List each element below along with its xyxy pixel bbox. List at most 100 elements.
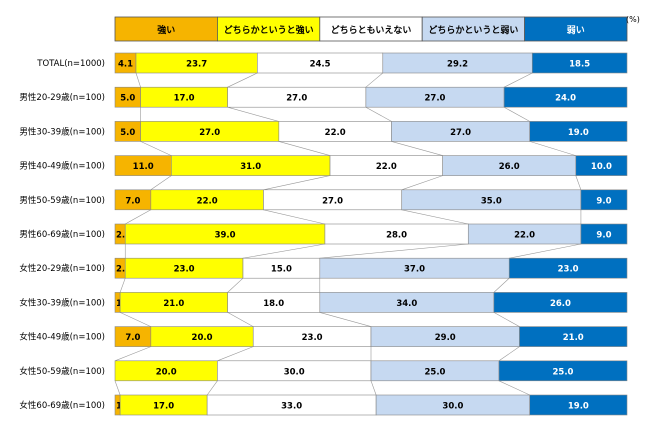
connector-line bbox=[503, 72, 533, 88]
bar-segment bbox=[519, 326, 628, 347]
legend-swatch bbox=[114, 16, 218, 42]
data-label: 17.0 bbox=[174, 94, 195, 104]
connector-line bbox=[365, 106, 392, 122]
data-label: 23.0 bbox=[174, 265, 195, 275]
connector-line bbox=[227, 106, 279, 122]
data-label: 27.0 bbox=[322, 196, 343, 206]
data-label: 33.0 bbox=[281, 402, 302, 412]
bar-segment bbox=[529, 121, 628, 142]
connector-line bbox=[263, 209, 325, 225]
connector-line bbox=[150, 175, 172, 191]
data-label: 23.7 bbox=[186, 60, 207, 70]
data-label: 18.0 bbox=[263, 299, 284, 309]
data-label: 27.0 bbox=[199, 128, 220, 138]
data-label: 18.5 bbox=[569, 60, 590, 70]
bar-segment bbox=[498, 360, 628, 382]
category-label: TOTAL(n=1000) bbox=[36, 59, 105, 69]
bar-row: 1.021.018.034.026.0 bbox=[114, 292, 628, 313]
bar-row: 4.1 23.7 24.5 29.2 18.5 bbox=[114, 52, 628, 74]
bar-row: 7.0 20.0 23.0 29.0 21.0 bbox=[114, 326, 628, 347]
bar-row: 5.0 17.0 27.0 27.0 24.0 bbox=[114, 86, 628, 108]
data-label: 5.0 bbox=[120, 128, 135, 138]
connector-line bbox=[135, 72, 141, 88]
category-label: 男性20-29歳(n=100) bbox=[19, 92, 105, 103]
bar-row: 1.017.033.030.019.0 bbox=[114, 394, 628, 416]
connector-line bbox=[498, 380, 530, 396]
data-label: 19.0 bbox=[568, 128, 589, 138]
data-label: 7.0 bbox=[125, 196, 140, 206]
bar-segment bbox=[529, 394, 628, 416]
connector-line bbox=[114, 346, 151, 362]
data-label: 10.0 bbox=[591, 162, 612, 172]
connector-line bbox=[370, 380, 377, 396]
connector-line bbox=[114, 380, 121, 396]
connector-line bbox=[529, 141, 576, 156]
category-label: 女性30-39歳(n=100) bbox=[19, 297, 105, 308]
connector-line bbox=[498, 346, 520, 362]
data-label: 28.0 bbox=[386, 231, 407, 241]
legend-item: どちらかというと強い bbox=[216, 16, 321, 42]
category-label: 女性20-29歳(n=100) bbox=[19, 263, 105, 274]
connector-line bbox=[119, 312, 151, 327]
connector-line bbox=[319, 312, 372, 327]
legend-swatch bbox=[319, 16, 423, 42]
data-label: 19.0 bbox=[568, 402, 589, 412]
connector-line bbox=[206, 380, 218, 396]
category-label: 女性60-69歳(n=100) bbox=[19, 400, 105, 411]
data-label: 22.0 bbox=[514, 231, 535, 241]
data-label: 27.0 bbox=[425, 94, 446, 104]
bar-segment bbox=[503, 86, 628, 108]
data-label: 27.0 bbox=[286, 94, 307, 104]
data-label: 34.0 bbox=[396, 299, 417, 309]
category-label: 女性40-49歳(n=100) bbox=[19, 332, 105, 343]
connector-line bbox=[125, 209, 151, 225]
connector-line bbox=[263, 175, 331, 191]
bar-row: 20.0 30.0 25.0 25.0 bbox=[114, 360, 628, 382]
data-label: 21.0 bbox=[563, 333, 584, 343]
bar-rows: 4.1 23.7 24.5 29.2 18.55.0 17.0 27.0 27.0 24.05.… bbox=[114, 52, 628, 416]
connector-line bbox=[509, 243, 581, 259]
data-label: 5.0 bbox=[120, 94, 135, 104]
connector-line bbox=[401, 175, 443, 191]
legend: 強い どちらかというと強い どちらともいえない どちらかというと弱い 弱い bbox=[114, 16, 628, 42]
bar-segment bbox=[580, 223, 628, 245]
category-label: 男性60-69歳(n=100) bbox=[19, 229, 105, 240]
legend-label: どちらともいえない bbox=[331, 24, 412, 36]
bar-row: 11.0 31.0 22.0 26.0 10.0 bbox=[114, 155, 628, 176]
data-label: 39.0 bbox=[215, 231, 236, 241]
data-label: 4.1 bbox=[118, 60, 133, 70]
data-label: 11.0 bbox=[133, 162, 154, 172]
connector-line bbox=[278, 141, 331, 156]
data-label: 20.0 bbox=[156, 367, 177, 377]
data-label: 9.0 bbox=[596, 231, 611, 241]
connector-line bbox=[217, 346, 254, 362]
data-label: 26.0 bbox=[499, 162, 520, 172]
connector-line bbox=[319, 243, 469, 259]
legend-item: どちらともいえない bbox=[319, 16, 423, 42]
bar-row: 2.0 39.0 28.0 22.0 9.0 bbox=[114, 223, 628, 245]
connector-line bbox=[227, 72, 258, 88]
data-label: 7.0 bbox=[125, 333, 140, 343]
data-label: 17.0 bbox=[153, 402, 174, 412]
data-label: 30.0 bbox=[284, 367, 305, 377]
data-label: 9.0 bbox=[596, 196, 611, 206]
data-label: 23.0 bbox=[302, 333, 323, 343]
connector-line bbox=[227, 277, 244, 293]
connector-line bbox=[242, 243, 325, 259]
data-label: 29.0 bbox=[435, 333, 456, 343]
legend-label: どちらかというと弱い bbox=[428, 24, 518, 36]
legend-label: 強い bbox=[157, 24, 175, 36]
data-label: 29.2 bbox=[447, 60, 468, 70]
legend-swatch bbox=[524, 16, 628, 42]
bar-segment bbox=[508, 257, 628, 279]
bar-segment bbox=[531, 52, 628, 74]
data-label: 20.0 bbox=[192, 333, 213, 343]
legend-label: どちらかというと強い bbox=[224, 24, 314, 36]
connector-line bbox=[575, 175, 582, 190]
connector-line bbox=[401, 209, 469, 225]
data-label: 24.0 bbox=[555, 94, 576, 104]
data-label: 25.0 bbox=[425, 367, 446, 377]
bar-row: 5.0 27.0 22.0 27.0 19.0 bbox=[114, 121, 628, 142]
data-label: 2.0 bbox=[116, 265, 131, 275]
bar-segment bbox=[575, 155, 628, 176]
